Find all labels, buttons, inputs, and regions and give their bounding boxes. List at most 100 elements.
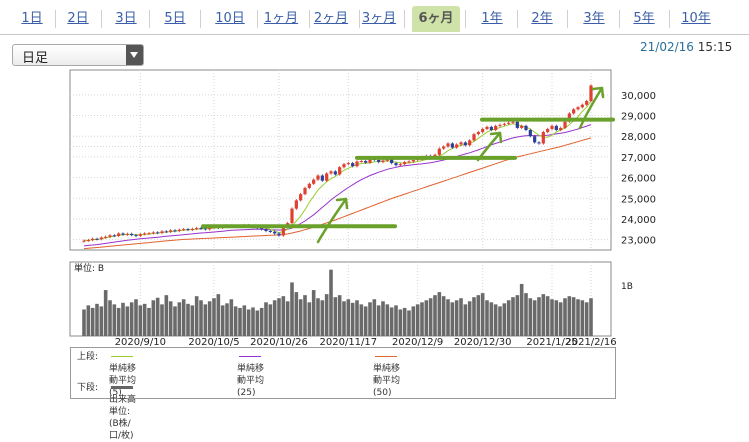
stock-chart: 30,000 29,000 28,000 27,000 26,000 25,000 24,0… (69, 69, 656, 348)
volume-unit-label: 単位: B (74, 262, 104, 274)
price-tick-label: 29,000 (621, 112, 656, 123)
volume-bar (493, 304, 498, 336)
volume-bar (355, 300, 359, 336)
candle-body (472, 134, 476, 141)
candle-body (455, 144, 459, 148)
candle-body (390, 158, 394, 164)
tab-8[interactable]: 3ヶ月 (361, 11, 397, 26)
volume-bar (220, 305, 225, 336)
candle-body (303, 187, 307, 195)
volume-bar (528, 298, 533, 336)
candle-body (260, 228, 264, 230)
volume-bar (164, 295, 169, 336)
candle-body (82, 240, 86, 242)
chevron-down-icon[interactable] (126, 45, 143, 65)
volume-tick-label: 1B (621, 282, 633, 292)
interval-select[interactable]: 日足 (12, 44, 144, 66)
tab-14[interactable]: 10年 (681, 11, 711, 26)
tab-3[interactable]: 3日 (115, 11, 137, 26)
candle-body (524, 125, 528, 130)
candle-body (502, 123, 506, 125)
candle-body (537, 142, 541, 144)
timestamp: 21/02/16 15:15 (640, 40, 732, 54)
volume-bar (376, 305, 381, 336)
sma25-line (83, 124, 592, 247)
candle-body (281, 227, 285, 236)
volume-bar (181, 299, 186, 336)
volume-bar (558, 302, 563, 336)
volume-bar (454, 300, 459, 336)
candle-body (294, 200, 298, 209)
volume-bar (511, 297, 515, 336)
candle-body (325, 173, 329, 181)
candle-body (550, 125, 554, 129)
tab-separator (149, 10, 150, 28)
tab-13[interactable]: 5年 (633, 11, 655, 26)
tab-7[interactable]: 2ヶ月 (313, 11, 349, 26)
candle-body (364, 161, 368, 163)
candle-body (407, 161, 411, 163)
tab-5[interactable]: 10日 (215, 11, 245, 26)
chart-legend: 上段: 単純移動平均(5) 単純移動平均(25) 単純移動平均(50) 下段: … (70, 347, 616, 441)
volume-bar (563, 298, 567, 336)
tab-separator (101, 10, 102, 28)
candle-body (160, 231, 164, 234)
volume-bar (368, 302, 372, 336)
volume-bar (489, 302, 494, 336)
candle-body (541, 132, 545, 144)
tab-9[interactable]: 6ヶ月 (412, 6, 460, 32)
volume-bar (459, 298, 463, 336)
candle-body (173, 230, 177, 232)
volume-bar (268, 304, 273, 336)
candle-body (208, 227, 212, 230)
candle-body (489, 126, 493, 130)
candle-body (589, 85, 593, 102)
sma50-line (83, 137, 592, 250)
x-tick-label: 2020/9/10 (115, 337, 166, 348)
volume-bar (515, 295, 520, 336)
volume-bar (359, 304, 364, 336)
volume-bar (121, 302, 125, 336)
candle-body (316, 175, 320, 180)
tab-1[interactable]: 1日 (21, 11, 43, 26)
tab-6[interactable]: 1ヶ月 (263, 11, 299, 26)
volume-bar (324, 294, 329, 336)
tab-separator (257, 10, 258, 28)
candle-body (151, 232, 155, 234)
volume-bar (129, 302, 134, 336)
volume-bar (155, 297, 160, 336)
candle-body (533, 136, 537, 143)
volume-bar (277, 298, 281, 336)
volume-bar (428, 298, 433, 336)
volume-bar (116, 307, 121, 336)
candle-body (381, 160, 385, 163)
volume-bar (372, 299, 377, 336)
candle-body (108, 235, 112, 237)
tab-10[interactable]: 1年 (481, 11, 503, 26)
tab-4[interactable]: 5日 (164, 11, 186, 26)
candle-body (143, 233, 147, 235)
candle-body (355, 161, 359, 167)
tab-2[interactable]: 2日 (67, 11, 89, 26)
volume-bar (424, 300, 429, 336)
candle-body (164, 231, 168, 233)
volume-bar (307, 302, 312, 336)
candle-body (515, 121, 519, 128)
candle-body (125, 233, 129, 235)
legend-sma25-label: 単純移動平均(25) (237, 364, 265, 398)
tab-12[interactable]: 3年 (583, 11, 605, 26)
legend-sma50-swatch (375, 356, 397, 357)
candle-body (264, 229, 268, 231)
volume-bar (441, 296, 446, 336)
x-tick-label: 2020/10/5 (188, 337, 239, 348)
tab-11[interactable]: 2年 (531, 11, 553, 26)
candle-body (99, 237, 103, 240)
volume-bar (134, 299, 138, 336)
volume-bar (337, 295, 342, 336)
volume-bar (576, 299, 580, 336)
tab-separator (567, 10, 568, 28)
price-tick-label: 25,000 (621, 194, 656, 205)
volume-bar (168, 301, 173, 336)
candle-body (104, 236, 108, 238)
volume-bar (186, 303, 190, 336)
